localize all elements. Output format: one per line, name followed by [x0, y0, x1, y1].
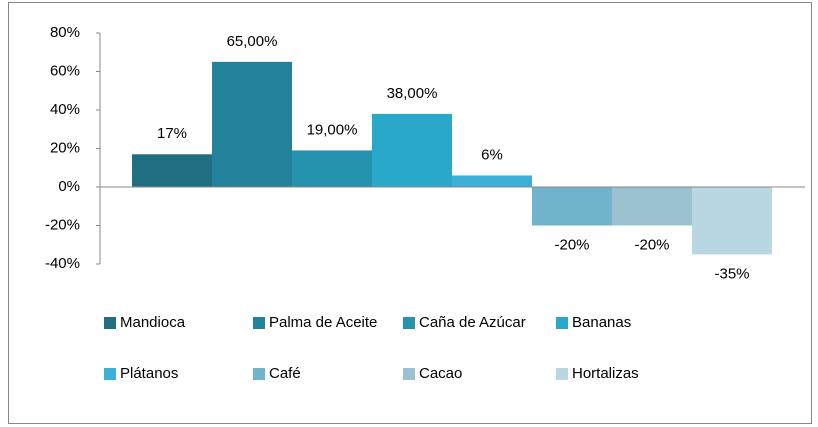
legend-swatch [253, 317, 265, 329]
legend-swatch [104, 317, 116, 329]
legend-swatch [253, 368, 265, 380]
value-label: 65,00% [227, 33, 278, 50]
value-label: 19,00% [307, 121, 358, 138]
y-tick-label: 40% [50, 101, 80, 118]
legend-label: Mandioca [120, 314, 186, 331]
value-label: 38,00% [387, 85, 438, 102]
bar [212, 61, 292, 187]
bar [612, 187, 692, 226]
y-tick-label: -20% [45, 216, 80, 233]
legend-label: Plátanos [120, 365, 178, 382]
legend-label: Hortalizas [572, 365, 639, 382]
legend-label: Palma de Aceite [269, 314, 377, 331]
bar [452, 175, 532, 187]
legend-swatch [403, 368, 415, 380]
value-label: -35% [714, 265, 749, 282]
legend-swatch [556, 368, 568, 380]
legend-swatch [104, 368, 116, 380]
value-label: 6% [481, 146, 503, 163]
bar [372, 113, 452, 187]
bar [532, 187, 612, 226]
legend-label: Cacao [419, 365, 462, 382]
bar [292, 150, 372, 187]
y-tick-label: 0% [58, 178, 80, 195]
y-tick-label: 80% [50, 24, 80, 41]
legend-swatch [403, 317, 415, 329]
legend-label: Caña de Azúcar [419, 314, 526, 331]
value-label: -20% [554, 236, 589, 253]
legend-label: Bananas [572, 314, 631, 331]
value-label: -20% [634, 236, 669, 253]
bar [692, 187, 772, 255]
y-tick-label: 60% [50, 62, 80, 79]
bar [132, 154, 212, 187]
y-tick-label: 20% [50, 139, 80, 156]
value-label: 17% [157, 125, 187, 142]
legend-label: Café [269, 365, 301, 382]
y-tick-label: -40% [45, 255, 80, 272]
legend-swatch [556, 317, 568, 329]
